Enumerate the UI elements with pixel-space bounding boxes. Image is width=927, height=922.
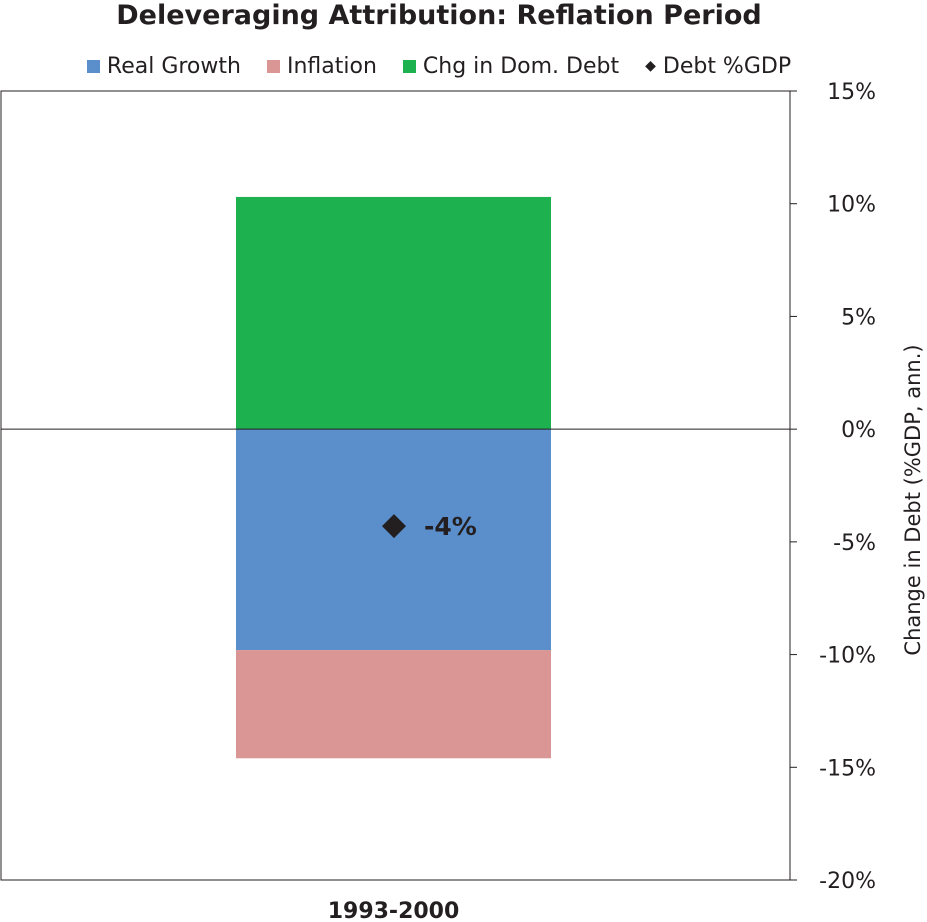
y-tick-label: 15% (827, 80, 876, 105)
legend-label-inflation: Inflation (286, 53, 377, 79)
legend-label-chg-dom-debt: Chg in Dom. Debt (422, 53, 620, 79)
legend-item-debt-gdp: ◆ Debt %GDP (645, 54, 791, 79)
plot-frame (0, 90, 791, 881)
y-tick-label: 5% (841, 305, 876, 330)
legend-item-inflation: Inflation (266, 53, 377, 79)
legend-swatch-inflation (266, 59, 280, 73)
y-tick-label: -5% (833, 531, 876, 556)
y-tick-label: 10% (827, 193, 876, 218)
legend-swatch-real-growth (86, 59, 100, 73)
y-tick-label: -20% (819, 869, 876, 894)
legend-label-real-growth: Real Growth (106, 53, 241, 79)
legend: Real Growth Inflation Chg in Dom. Debt ◆… (0, 51, 878, 81)
chart-title: Deleveraging Attribution: Reflation Peri… (116, 0, 762, 31)
y-axis-title: Change in Debt (%GDP, ann.) (901, 344, 925, 655)
y-tick-label: -15% (819, 756, 876, 781)
legend-item-real-growth: Real Growth (86, 53, 241, 79)
legend-item-chg-dom-debt: Chg in Dom. Debt (402, 53, 620, 79)
legend-label-debt-gdp: Debt %GDP (662, 53, 792, 79)
bar-real-growth (236, 429, 551, 651)
y-tick-label: -10% (819, 644, 876, 669)
category-label: 1993-2000 (328, 899, 460, 922)
bar-chg-in-dom-debt (236, 196, 551, 430)
bar-inflation (236, 650, 551, 759)
legend-diamond-icon: ◆ (645, 58, 656, 74)
legend-swatch-chg-dom-debt (402, 59, 416, 73)
marker-data-label: -4% (424, 512, 477, 541)
marker-debt-gdp (382, 514, 406, 539)
y-tick-label: 0% (841, 418, 876, 443)
